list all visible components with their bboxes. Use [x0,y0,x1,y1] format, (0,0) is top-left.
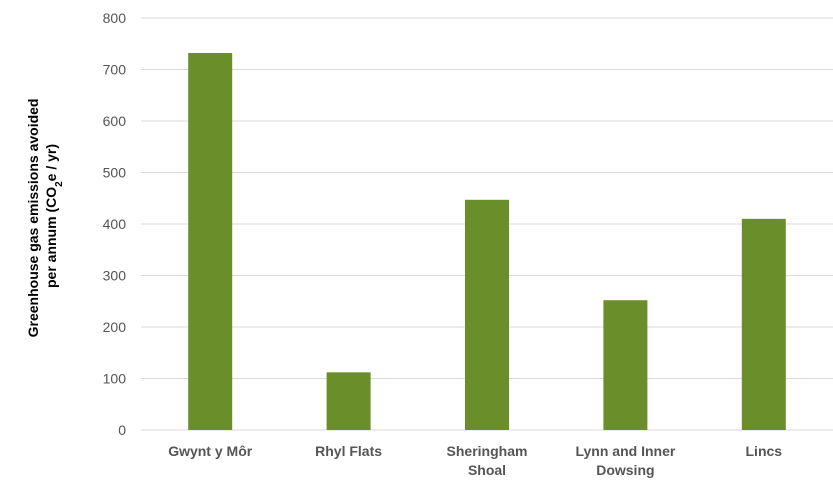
bars [188,53,786,431]
y-tick-label: 400 [103,216,127,232]
y-tick-label: 700 [103,62,127,78]
y-tick-label: 300 [103,268,127,284]
y-axis-label-line1: Greenhouse gas emissions avoided [25,99,41,338]
y-tick-label: 100 [103,371,127,387]
y-axis-label-line2: per annum (CO2e / yr) [43,144,65,288]
y-tick-label: 0 [118,422,126,438]
x-tick-label: Gwynt y Môr [168,443,253,459]
y-axis-ticks: 0 100 200 300 400 500 600 700 800 [103,10,127,438]
y-tick-label: 500 [103,165,127,181]
bar [188,53,233,431]
x-tick-label: Rhyl Flats [315,443,382,459]
x-axis-labels: Gwynt y Môr Rhyl Flats Sheringham Shoal Lynn… [168,443,782,478]
y-tick-label: 600 [103,113,127,129]
bar [326,372,371,430]
bar [465,199,509,430]
y-tick-label: 800 [103,10,127,26]
bar [603,300,648,430]
x-tick-label: Lynn and Inner Dowsing [575,443,675,478]
x-tick-label: Sheringham Shoal [447,443,528,478]
y-axis-label: Greenhouse gas emissions avoided per ann… [25,95,65,338]
y-tick-label: 200 [103,319,127,335]
bar [741,218,786,430]
x-tick-label: Lincs [746,443,783,459]
